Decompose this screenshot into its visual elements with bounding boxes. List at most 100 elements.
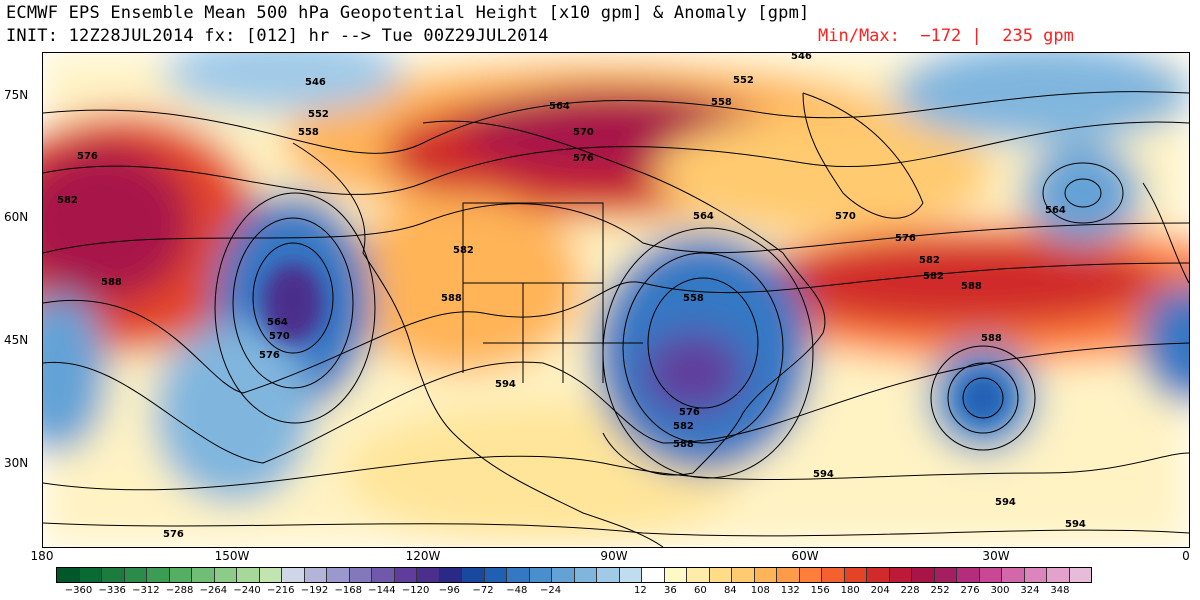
colorbar-label: −312 <box>132 585 160 596</box>
colorbar-label: −120 <box>401 585 430 596</box>
colorbar-label: 324 <box>1020 585 1040 596</box>
colorbar-label: 276 <box>960 585 980 596</box>
height-label: 582 <box>919 255 940 266</box>
height-label: 588 <box>961 281 982 292</box>
lon-label-60w: 60W <box>791 549 819 563</box>
colorbar-label: −360 <box>64 585 93 596</box>
colorbar-cell <box>889 568 912 582</box>
colorbar-cell <box>687 568 710 582</box>
colorbar-cell <box>912 568 935 582</box>
colorbar-cell <box>844 568 867 582</box>
height-label: 582 <box>923 271 944 282</box>
height-label: 558 <box>298 127 319 138</box>
height-label: 558 <box>683 293 704 304</box>
colorbar-cell <box>79 568 102 582</box>
height-label: 576 <box>573 153 594 164</box>
lat-label-75n: 75N <box>4 88 29 102</box>
colorbar-cell <box>1069 568 1091 582</box>
height-label: 552 <box>308 109 329 120</box>
height-label: 594 <box>1065 519 1086 530</box>
colorbar-cell <box>1024 568 1047 582</box>
colorbar-cell <box>394 568 417 582</box>
height-label: 552 <box>733 75 754 86</box>
colorbar-label: 300 <box>990 585 1010 596</box>
colorbar-cell <box>282 568 305 582</box>
colorbar <box>56 567 1092 583</box>
colorbar-cell <box>552 568 575 582</box>
height-label: 582 <box>673 421 694 432</box>
colorbar-label: 36 <box>664 585 677 596</box>
lon-label-30w: 30W <box>982 549 1010 563</box>
colorbar-label: −24 <box>539 585 562 596</box>
colorbar-cell <box>664 568 687 582</box>
colorbar-cell <box>237 568 260 582</box>
colorbar-cell <box>642 568 665 582</box>
height-label: 594 <box>813 469 834 480</box>
colorbar-cell <box>957 568 980 582</box>
colorbar-cell <box>169 568 192 582</box>
height-label: 570 <box>269 331 290 342</box>
colorbar-cell <box>259 568 282 582</box>
anomaly-map: 546 552 558 576 582 588 564 570 576 594 … <box>43 53 1189 547</box>
colorbar-label: −288 <box>165 585 194 596</box>
height-label: 582 <box>57 195 78 206</box>
height-label: 564 <box>1045 205 1066 216</box>
height-label: 564 <box>267 317 288 328</box>
chart-title-line1: ECMWF EPS Ensemble Mean 500 hPa Geopoten… <box>6 3 810 23</box>
height-label: 594 <box>995 497 1016 508</box>
colorbar-label: 12 <box>634 585 647 596</box>
height-label: 576 <box>679 407 700 418</box>
lat-label-60n: 60N <box>4 210 29 224</box>
height-label-group: 546 552 558 576 582 588 564 570 576 594 … <box>57 53 1086 540</box>
colorbar-cell <box>529 568 552 582</box>
colorbar-cell <box>57 568 80 582</box>
lon-label-180: 180 <box>30 549 54 563</box>
height-label: 576 <box>163 529 184 540</box>
colorbar-cell <box>102 568 125 582</box>
colorbar-cell <box>777 568 800 582</box>
colorbar-cell <box>574 568 597 582</box>
height-label: 594 <box>495 379 516 390</box>
colorbar-cell <box>417 568 440 582</box>
height-label: 588 <box>441 293 462 304</box>
colorbar-label: 204 <box>870 585 890 596</box>
height-label: 588 <box>673 439 694 450</box>
anomaly-shading <box>43 53 1189 547</box>
colorbar-cell <box>934 568 957 582</box>
colorbar-cell <box>507 568 530 582</box>
colorbar-cell <box>732 568 755 582</box>
height-label: 576 <box>259 350 280 361</box>
map-panel: 546 552 558 576 582 588 564 570 576 594 … <box>42 52 1190 548</box>
lat-label-30n: 30N <box>4 456 29 470</box>
colorbar-cell <box>484 568 507 582</box>
height-label: 570 <box>835 211 856 222</box>
colorbar-label: −192 <box>300 585 329 596</box>
colorbar-label: −336 <box>98 585 126 596</box>
colorbar-label: 132 <box>780 585 800 596</box>
colorbar-cell <box>304 568 327 582</box>
colorbar-label: 348 <box>1050 585 1070 596</box>
colorbar-cell <box>439 568 462 582</box>
colorbar-label: −216 <box>267 585 295 596</box>
minmax-readout: Min/Max: −172 | 235 gpm <box>818 26 1074 46</box>
height-label: 576 <box>895 233 916 244</box>
height-label: 576 <box>77 151 98 162</box>
height-label: 546 <box>791 53 812 62</box>
colorbar-cell <box>754 568 777 582</box>
colorbar-cell <box>597 568 620 582</box>
colorbar-cell <box>372 568 395 582</box>
colorbar-cell <box>1002 568 1025 582</box>
colorbar-cell <box>799 568 822 582</box>
chart-title-line2: INIT: 12Z28JUL2014 fx: [012] hr --> Tue … <box>6 26 549 46</box>
colorbar-cell <box>214 568 237 582</box>
height-label: 588 <box>981 333 1002 344</box>
colorbar-cell <box>349 568 372 582</box>
colorbar-cell <box>979 568 1002 582</box>
colorbar-label: −96 <box>438 585 460 596</box>
lon-label-150w: 150W <box>214 549 250 563</box>
colorbar-label: 156 <box>810 585 830 596</box>
colorbar-label: 84 <box>723 585 737 596</box>
colorbar-label: 228 <box>900 585 920 596</box>
height-label: 588 <box>101 277 122 288</box>
height-label: 564 <box>693 211 714 222</box>
